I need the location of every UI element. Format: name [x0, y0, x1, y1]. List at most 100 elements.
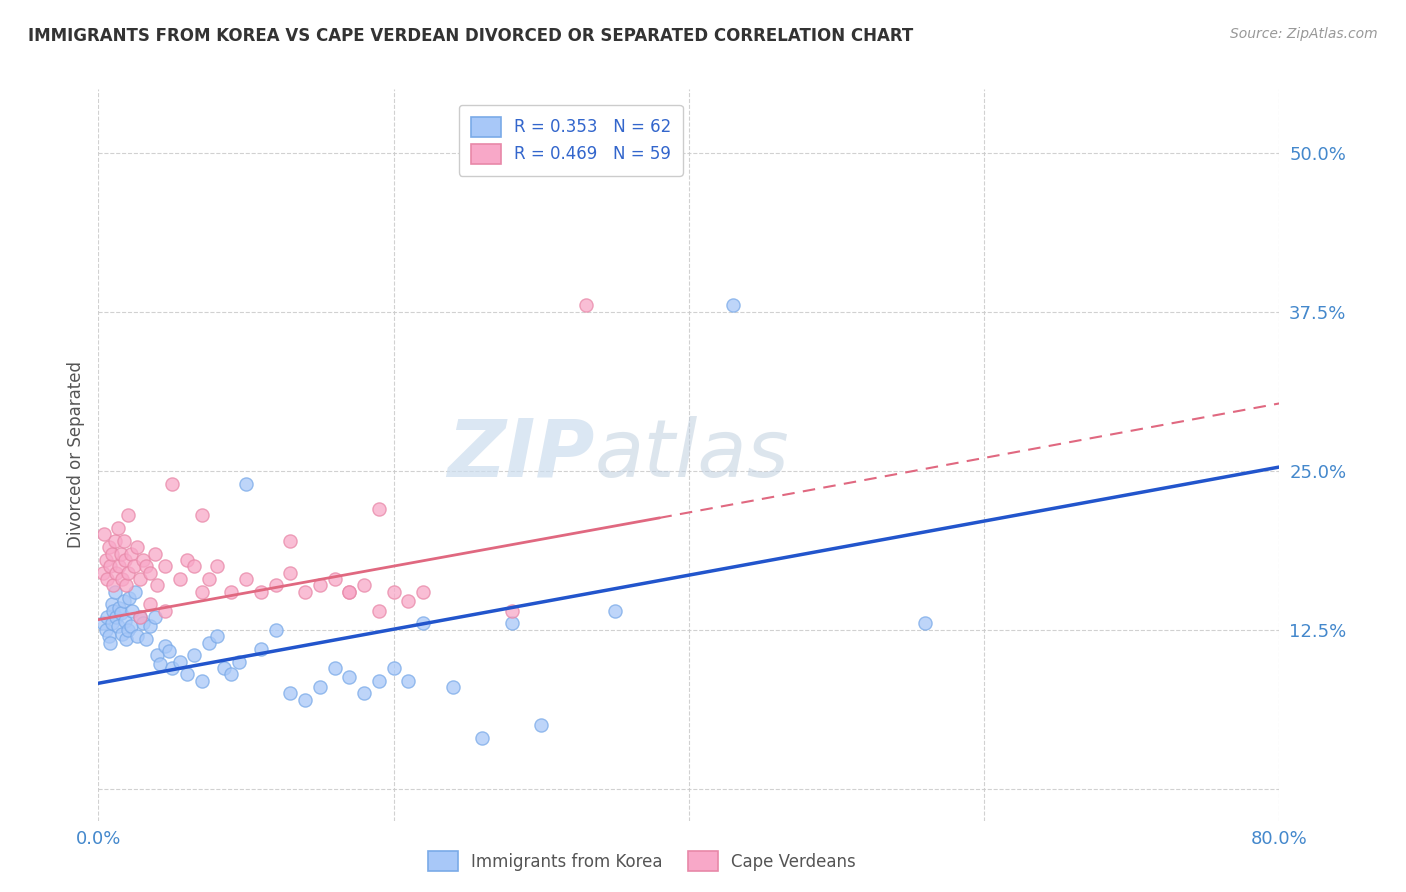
Point [117, 623, 139, 637]
Text: IMMIGRANTS FROM KOREA VS CAPE VERDEAN DIVORCED OR SEPARATED CORRELATION CHART: IMMIGRANTS FROM KOREA VS CAPE VERDEAN DI… [28, 27, 914, 45]
Point [100, 598, 122, 612]
Point [368, 604, 391, 618]
Point [157, 644, 180, 658]
Point [120, 619, 142, 633]
Point [93, 527, 115, 541]
Point [111, 626, 134, 640]
Point [235, 476, 257, 491]
Point [501, 604, 523, 618]
Point [103, 578, 125, 592]
Point [169, 655, 191, 669]
Text: ZIP: ZIP [447, 416, 595, 494]
Point [264, 623, 287, 637]
Point [143, 547, 166, 561]
Point [124, 584, 146, 599]
Point [264, 578, 287, 592]
Point [110, 607, 132, 621]
Point [162, 476, 183, 491]
Point [121, 604, 143, 618]
Point [111, 572, 134, 586]
Point [191, 584, 214, 599]
Point [97, 540, 120, 554]
Text: atlas: atlas [595, 416, 789, 494]
Point [91, 616, 114, 631]
Point [104, 533, 127, 548]
Point [228, 655, 250, 669]
Point [309, 680, 332, 694]
Point [721, 298, 744, 312]
Point [337, 584, 360, 599]
Point [198, 635, 221, 649]
Legend: Immigrants from Korea, Cape Verdeans: Immigrants from Korea, Cape Verdeans [420, 845, 862, 878]
Point [117, 508, 139, 523]
Point [139, 566, 162, 580]
Point [143, 610, 166, 624]
Point [128, 610, 150, 624]
Point [153, 604, 176, 618]
Point [114, 553, 136, 567]
Point [412, 584, 434, 599]
Point [914, 616, 936, 631]
Point [501, 616, 523, 631]
Point [323, 661, 346, 675]
Point [139, 598, 162, 612]
Point [105, 610, 128, 624]
Point [100, 616, 122, 631]
Point [118, 591, 141, 605]
Point [107, 619, 129, 633]
Point [530, 718, 553, 732]
Point [122, 559, 145, 574]
Point [368, 673, 391, 688]
Point [110, 547, 132, 561]
Point [250, 641, 273, 656]
Point [309, 578, 332, 592]
Point [115, 578, 138, 592]
Point [294, 584, 316, 599]
Point [107, 521, 129, 535]
Point [250, 584, 273, 599]
Point [146, 578, 169, 592]
Point [94, 623, 117, 637]
Point [219, 584, 242, 599]
Point [205, 629, 228, 643]
Point [337, 584, 360, 599]
Point [132, 553, 155, 567]
Point [153, 559, 176, 574]
Point [105, 566, 128, 580]
Point [294, 693, 316, 707]
Point [153, 640, 176, 654]
Text: Source: ZipAtlas.com: Source: ZipAtlas.com [1230, 27, 1378, 41]
Point [278, 686, 302, 700]
Point [205, 559, 228, 574]
Point [114, 614, 136, 628]
Point [108, 601, 131, 615]
Point [183, 648, 205, 663]
Point [176, 667, 198, 681]
Point [219, 667, 242, 681]
Point [120, 547, 142, 561]
Point [108, 559, 131, 574]
Point [412, 616, 434, 631]
Point [98, 635, 121, 649]
Point [125, 629, 148, 643]
Point [125, 540, 148, 554]
Point [176, 553, 198, 567]
Point [382, 584, 405, 599]
Point [191, 673, 214, 688]
Point [100, 547, 122, 561]
Point [91, 566, 114, 580]
Point [353, 686, 375, 700]
Point [396, 593, 419, 607]
Point [104, 584, 127, 599]
Point [135, 632, 157, 646]
Point [139, 619, 162, 633]
Point [574, 298, 596, 312]
Point [149, 657, 172, 672]
Point [337, 670, 360, 684]
Point [96, 572, 118, 586]
Point [169, 572, 191, 586]
Point [97, 629, 120, 643]
Point [278, 533, 302, 548]
Point [212, 661, 235, 675]
Point [115, 632, 138, 646]
